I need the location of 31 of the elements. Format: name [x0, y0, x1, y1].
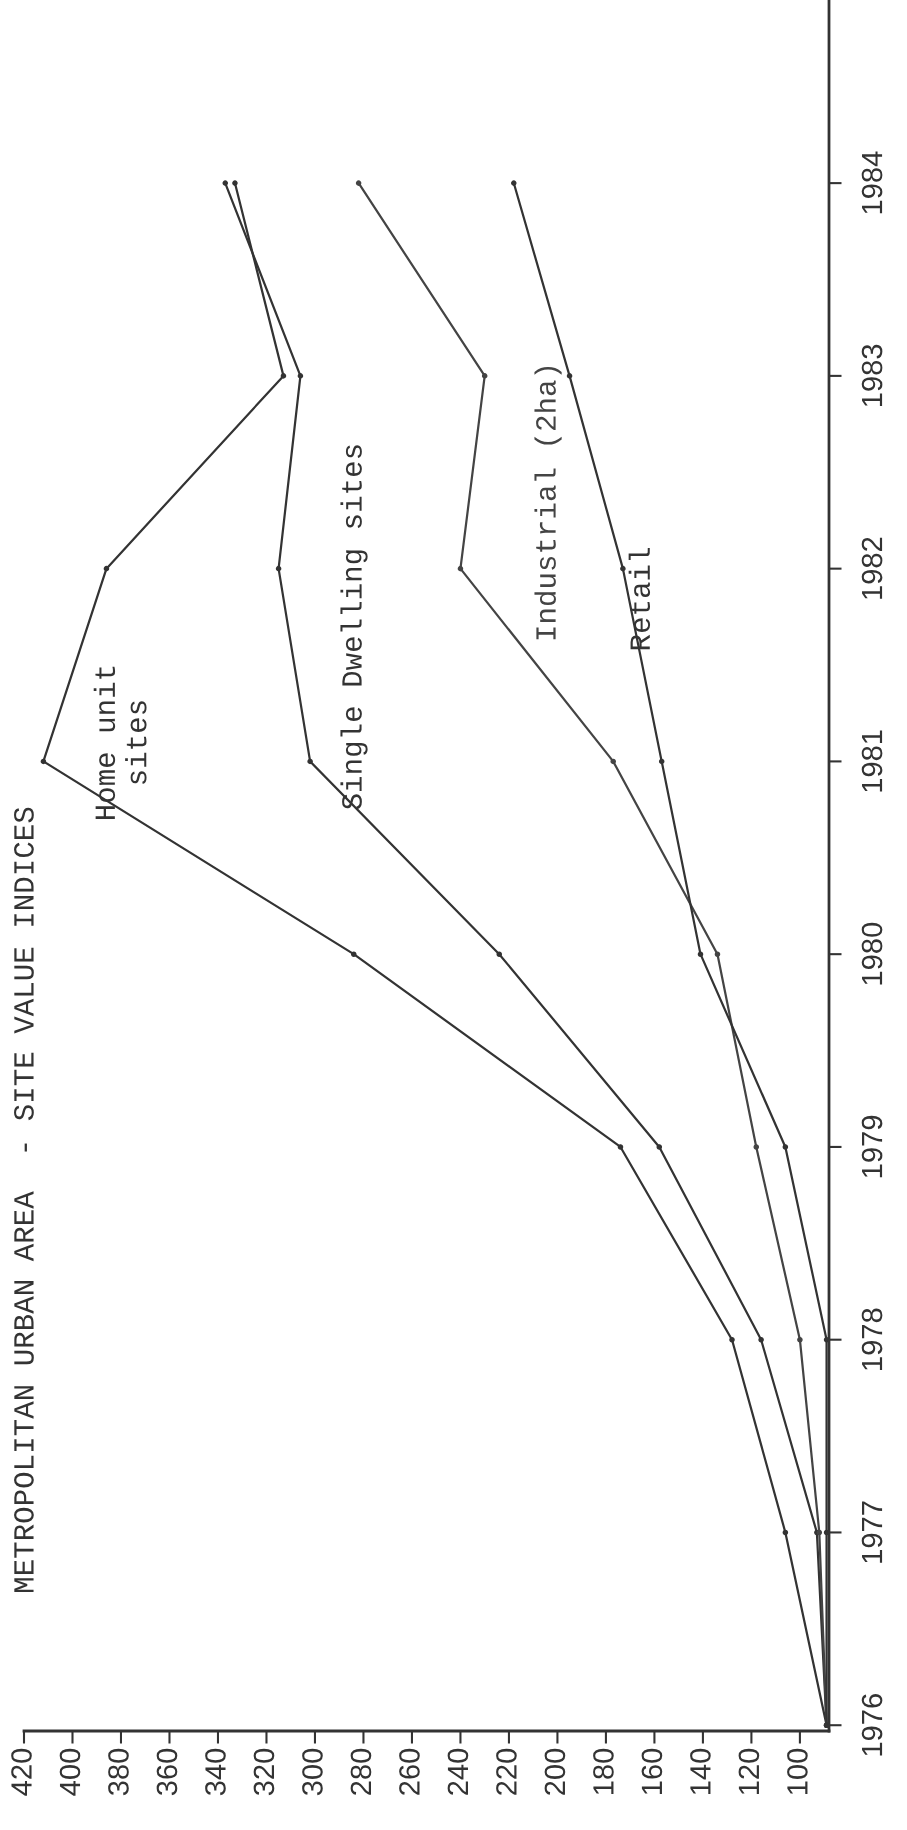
x-tick-label: 380	[108, 1748, 129, 1796]
y-tick-label: 1981	[861, 730, 883, 792]
text: Retail	[628, 548, 651, 650]
x-tick-label: 260	[399, 1748, 420, 1795]
x-tick-label: 240	[447, 1748, 469, 1795]
y-tick-label: 1982	[861, 537, 883, 599]
x-tick-label: 200	[544, 1748, 566, 1795]
x-tick-label: 140	[690, 1748, 711, 1795]
x-tick-label: 180	[593, 1748, 614, 1795]
x-tick-label: 300	[302, 1748, 323, 1796]
y-tick-label: 1976	[861, 1694, 883, 1756]
text: Industrial (2ha)	[534, 366, 562, 640]
x-tick-label: 120	[738, 1748, 760, 1795]
y-tick-label: 1978	[861, 1308, 883, 1370]
text: Home unit sites	[93, 666, 147, 820]
y-tick-label: 1979	[861, 1115, 883, 1178]
y-tick-label: 1977	[861, 1501, 883, 1563]
y-tick-label: 1980	[861, 922, 883, 985]
x-tick-label: 160	[641, 1748, 663, 1795]
y-tick-label: 1984	[861, 151, 883, 214]
x-tick-label: 280	[350, 1748, 372, 1795]
x-tick-label: 420	[11, 1748, 32, 1796]
text: METROPOLITAN URBAN AREA - SITE VALUE INDICES	[14, 807, 34, 1593]
x-tick-label: 360	[156, 1748, 178, 1796]
x-tick-label: 340	[205, 1748, 226, 1796]
y-tick-label: 1983	[861, 344, 883, 407]
x-tick-label: 320	[253, 1748, 275, 1796]
text: Single Dwelling sites	[340, 445, 368, 810]
x-tick-label: 100	[787, 1748, 808, 1795]
x-tick-label: 400	[59, 1748, 81, 1796]
x-tick-label: 220	[496, 1748, 517, 1795]
